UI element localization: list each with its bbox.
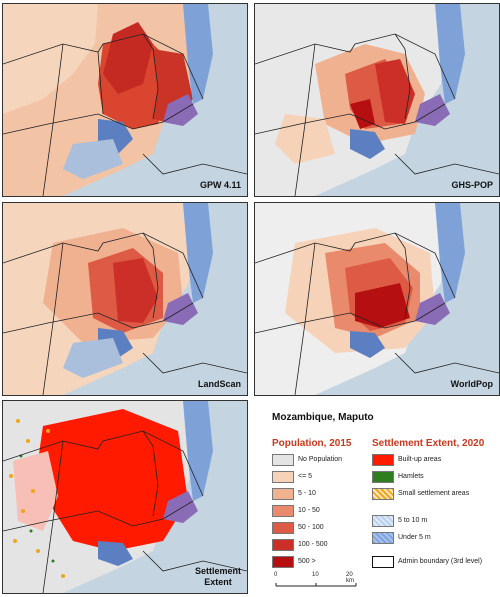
legend-label: Admin boundary (3rd level) <box>398 558 483 565</box>
map-gpw <box>3 4 247 196</box>
panel-label-gpw: GPW 4.11 <box>199 180 241 190</box>
scale-tick-10: 10 <box>312 572 319 578</box>
legend-label: No Population <box>298 456 342 463</box>
swatch-5-10 <box>272 488 294 500</box>
population-heading: Population, 2015 <box>272 438 352 449</box>
map-settlement-extent <box>3 401 247 593</box>
legend-label: 10 - 50 <box>298 507 320 514</box>
map-panel-landscan: LandScan <box>2 202 248 396</box>
legend-label: 50 - 100 <box>298 524 324 531</box>
legend-label: 500 > <box>298 558 316 565</box>
legend-title: Mozambique, Maputo <box>272 412 374 423</box>
swatch-no-population <box>272 454 294 466</box>
swatch-10-50 <box>272 505 294 517</box>
panel-label-ghs-pop: GHS-POP <box>451 180 493 190</box>
map-worldpop <box>255 203 499 395</box>
legend-label: Hamlets <box>398 473 424 480</box>
swatch-small-settlement <box>372 488 394 500</box>
swatch-le-5 <box>272 471 294 483</box>
swatch-hamlets <box>372 471 394 483</box>
map-panel-worldpop: WorldPop <box>254 202 500 396</box>
settlement-heading: Settlement Extent, 2020 <box>372 438 485 449</box>
legend-label: Small settlement areas <box>398 490 470 497</box>
scale-bar: 0 10 20 km <box>272 572 362 592</box>
swatch-built-up <box>372 454 394 466</box>
map-panel-gpw: GPW 4.11 <box>2 3 248 197</box>
map-landscan <box>3 203 247 395</box>
legend-label: Built-up areas <box>398 456 442 463</box>
legend-label: 5 to 10 m <box>398 517 428 524</box>
legend-label: 100 - 500 <box>298 541 328 548</box>
legend-label: <= 5 <box>298 473 313 480</box>
scale-tick-0: 0 <box>274 572 278 578</box>
legend-label: 5 - 10 <box>298 490 316 497</box>
panel-label-line-2: Extent <box>204 577 232 587</box>
swatch-100-500 <box>272 539 294 551</box>
panel-label-landscan: LandScan <box>197 379 241 389</box>
swatch-50-100 <box>272 522 294 534</box>
map-ghs-pop <box>255 4 499 196</box>
scale-bar-graphic <box>275 583 357 587</box>
panel-label-line-1: Settlement <box>194 566 241 576</box>
map-panel-settlement-extent: Settlement Extent <box>2 400 248 594</box>
map-legend: Mozambique, Maputo Population, 2015 Sett… <box>258 400 498 596</box>
map-panel-ghs-pop: GHS-POP <box>254 3 500 197</box>
swatch-5-to-10m <box>372 515 394 527</box>
scale-tick-20km: 20 km <box>346 572 354 584</box>
swatch-admin-boundary <box>372 556 394 568</box>
panel-label-worldpop: WorldPop <box>450 379 493 389</box>
legend-label: Under 5 m <box>398 534 431 541</box>
panel-label-settlement-extent: Settlement Extent <box>195 566 241 588</box>
swatch-under-5m <box>372 532 394 544</box>
swatch-500-plus <box>272 556 294 568</box>
